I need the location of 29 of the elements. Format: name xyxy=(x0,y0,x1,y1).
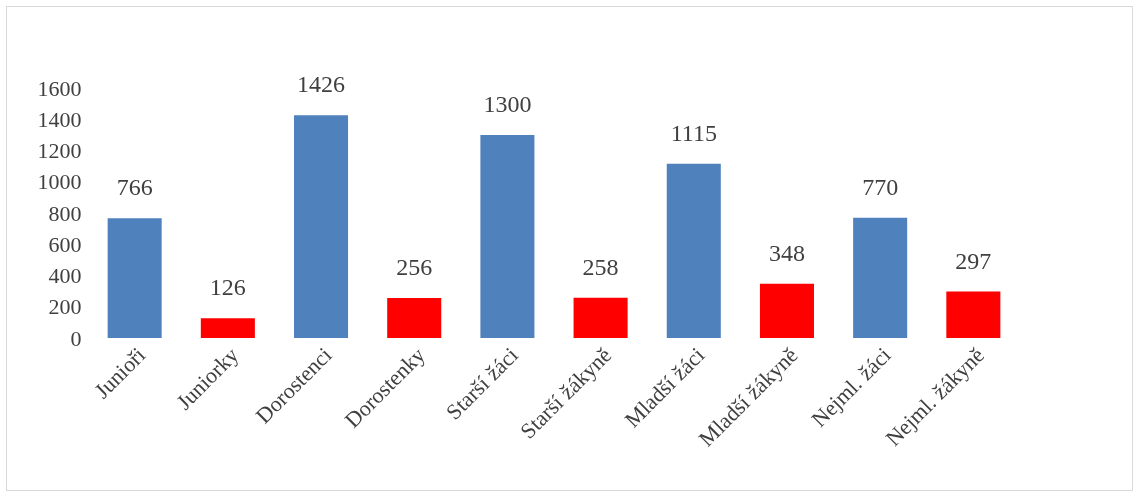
data-label: 1426 xyxy=(297,71,346,98)
bar xyxy=(107,218,162,338)
y-tick-label: 600 xyxy=(48,231,82,257)
data-label: 766 xyxy=(116,174,153,201)
data-label: 126 xyxy=(209,274,246,301)
data-label: 258 xyxy=(582,253,619,280)
y-tick-label: 800 xyxy=(48,200,82,226)
bar xyxy=(200,318,255,338)
y-tick-label: 1600 xyxy=(37,75,82,101)
data-label: 770 xyxy=(862,173,899,200)
bar xyxy=(294,115,349,338)
y-tick-label: 1000 xyxy=(37,169,82,195)
y-tick-label: 1200 xyxy=(37,138,82,163)
y-tick-label: 200 xyxy=(48,294,82,320)
data-label: 297 xyxy=(955,247,992,274)
bar xyxy=(480,134,535,338)
bar xyxy=(853,217,908,338)
bar xyxy=(387,298,442,338)
y-tick-label: 1400 xyxy=(37,106,82,132)
bar xyxy=(759,283,814,338)
y-tick-label: 400 xyxy=(48,263,82,288)
data-label: 1300 xyxy=(483,90,532,117)
data-label: 256 xyxy=(396,254,433,280)
data-label: 348 xyxy=(768,239,805,266)
bar xyxy=(946,291,1001,338)
y-tick-label: 0 xyxy=(70,325,82,351)
data-label: 1115 xyxy=(670,119,717,146)
bar xyxy=(666,163,721,338)
bar xyxy=(573,297,628,338)
